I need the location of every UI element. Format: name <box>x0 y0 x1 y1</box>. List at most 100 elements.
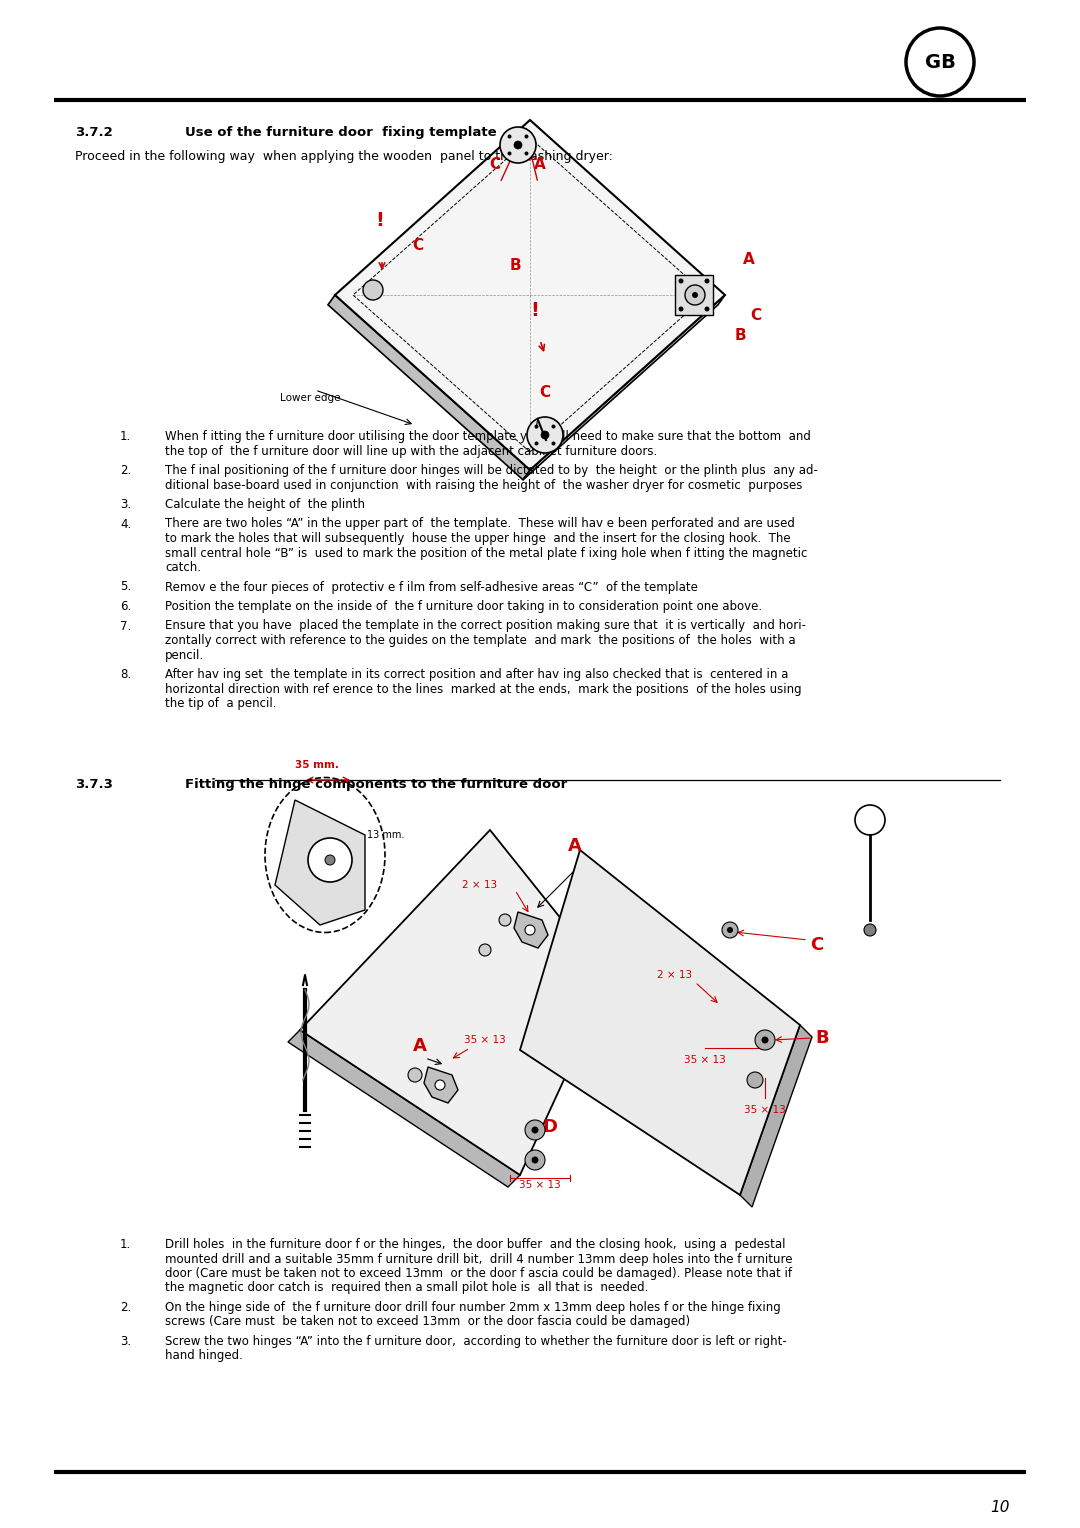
Text: 3.7.2: 3.7.2 <box>75 125 112 139</box>
Text: 6.: 6. <box>120 601 132 613</box>
Text: zontally correct with reference to the guides on the template  and mark  the pos: zontally correct with reference to the g… <box>165 634 796 646</box>
Text: 8.: 8. <box>120 668 131 681</box>
Circle shape <box>499 914 511 926</box>
Circle shape <box>747 1073 762 1088</box>
Text: B: B <box>509 258 521 272</box>
Text: Use of the furniture door  fixing template: Use of the furniture door fixing templat… <box>185 125 497 139</box>
Polygon shape <box>328 295 530 480</box>
Text: C: C <box>489 157 500 173</box>
Circle shape <box>704 307 710 312</box>
Text: pencil.: pencil. <box>165 648 204 662</box>
Circle shape <box>525 134 528 139</box>
Circle shape <box>325 856 335 865</box>
Text: catch.: catch. <box>165 561 201 575</box>
Text: horizontal direction with ref erence to the lines  marked at the ends,  mark the: horizontal direction with ref erence to … <box>165 683 801 695</box>
Text: On the hinge side of  the f urniture door drill four number 2mm x 13mm deep hole: On the hinge side of the f urniture door… <box>165 1300 781 1314</box>
Text: hand hinged.: hand hinged. <box>165 1349 243 1363</box>
Circle shape <box>761 1036 769 1044</box>
Text: C: C <box>411 237 423 252</box>
Circle shape <box>704 278 710 284</box>
Circle shape <box>525 1151 545 1170</box>
Text: Fitting the hinge components to the furniture door: Fitting the hinge components to the furn… <box>185 778 567 792</box>
Circle shape <box>864 924 876 937</box>
Circle shape <box>514 141 522 150</box>
Text: 13 mm.: 13 mm. <box>367 830 404 840</box>
Text: door (Care must be taken not to exceed 13mm  or the door f ascia could be damage: door (Care must be taken not to exceed 1… <box>165 1267 792 1280</box>
Text: 35 mm.: 35 mm. <box>295 759 339 770</box>
Text: 35 × 13: 35 × 13 <box>464 1034 505 1045</box>
Text: 4.: 4. <box>120 518 132 530</box>
Circle shape <box>535 442 539 446</box>
Text: GB: GB <box>924 52 956 72</box>
Text: !: ! <box>530 301 539 319</box>
Text: !: ! <box>376 211 384 231</box>
Text: Ensure that you have  placed the template in the correct position making sure th: Ensure that you have placed the template… <box>165 619 806 633</box>
Polygon shape <box>275 801 365 924</box>
Text: the top of  the f urniture door will line up with the adjacent cabinet furniture: the top of the f urniture door will line… <box>165 445 658 457</box>
Circle shape <box>500 127 536 163</box>
Circle shape <box>527 417 563 452</box>
Circle shape <box>408 1068 422 1082</box>
Text: 35 × 13: 35 × 13 <box>519 1180 561 1190</box>
Polygon shape <box>424 1067 458 1103</box>
Circle shape <box>678 278 684 284</box>
Circle shape <box>678 307 684 312</box>
Text: mounted drill and a suitable 35mm f urniture drill bit,  drill 4 number 13mm dee: mounted drill and a suitable 35mm f urni… <box>165 1253 793 1265</box>
Text: A: A <box>535 157 545 173</box>
Circle shape <box>480 944 491 957</box>
Text: 35 × 13: 35 × 13 <box>684 1054 726 1065</box>
Polygon shape <box>740 1025 812 1207</box>
Circle shape <box>552 425 555 428</box>
Text: C: C <box>810 937 823 953</box>
Text: 1.: 1. <box>120 1238 132 1251</box>
Text: D: D <box>542 1118 557 1135</box>
Text: Proceed in the following way  when applying the wooden  panel to the washing dry: Proceed in the following way when applyi… <box>75 150 612 163</box>
Circle shape <box>723 921 738 938</box>
Text: Lower edge: Lower edge <box>280 393 340 403</box>
Text: 2.: 2. <box>120 465 132 477</box>
Circle shape <box>535 425 539 428</box>
Circle shape <box>508 151 512 156</box>
Text: small central hole “B” is  used to mark the position of the metal plate f ixing : small central hole “B” is used to mark t… <box>165 547 808 559</box>
Text: 2.: 2. <box>120 1300 132 1314</box>
Text: 10: 10 <box>990 1500 1010 1514</box>
Text: B: B <box>815 1028 828 1047</box>
Text: There are two holes “A” in the upper part of  the template.  These will hav e be: There are two holes “A” in the upper par… <box>165 518 795 530</box>
Circle shape <box>541 431 549 439</box>
Circle shape <box>531 1126 539 1134</box>
Polygon shape <box>675 275 713 315</box>
Circle shape <box>692 292 698 298</box>
Text: 5.: 5. <box>120 581 131 593</box>
Text: screws (Care must  be taken not to exceed 13mm  or the door fascia could be dama: screws (Care must be taken not to exceed… <box>165 1316 690 1328</box>
Text: 2 × 13: 2 × 13 <box>462 880 498 889</box>
Circle shape <box>685 286 705 306</box>
Text: Calculate the height of  the plinth: Calculate the height of the plinth <box>165 498 365 510</box>
Text: to mark the holes that will subsequently  house the upper hinge  and the insert : to mark the holes that will subsequently… <box>165 532 791 545</box>
Circle shape <box>525 1120 545 1140</box>
Text: Screw the two hinges “A” into the f urniture door,  according to whether the fur: Screw the two hinges “A” into the f urni… <box>165 1335 786 1348</box>
Text: C: C <box>539 385 551 400</box>
Text: 3.7.3: 3.7.3 <box>75 778 113 792</box>
Text: After hav ing set  the template in its correct position and after hav ing also c: After hav ing set the template in its co… <box>165 668 788 681</box>
Circle shape <box>755 1030 775 1050</box>
Circle shape <box>363 280 383 299</box>
Text: The f inal positioning of the f urniture door hinges will be dictated to by  the: The f inal positioning of the f urniture… <box>165 465 818 477</box>
Text: B: B <box>735 327 746 342</box>
Text: Drill holes  in the furniture door f or the hinges,  the door buffer  and the cl: Drill holes in the furniture door f or t… <box>165 1238 785 1251</box>
Text: 3.: 3. <box>120 1335 131 1348</box>
Text: A: A <box>568 837 582 856</box>
Text: When f itting the f urniture door utilising the door template y ou will need to : When f itting the f urniture door utilis… <box>165 429 811 443</box>
Text: 7.: 7. <box>120 619 132 633</box>
Text: Position the template on the inside of  the f urniture door taking in to conside: Position the template on the inside of t… <box>165 601 762 613</box>
Text: 3.: 3. <box>120 498 131 510</box>
Circle shape <box>508 134 512 139</box>
Text: ditional base-board used in conjunction  with raising the height of  the washer : ditional base-board used in conjunction … <box>165 478 802 492</box>
Text: Remov e the four pieces of  protectiv e f ilm from self-adhesive areas “C”  of t: Remov e the four pieces of protectiv e f… <box>165 581 698 593</box>
Polygon shape <box>523 295 725 480</box>
Text: A: A <box>413 1038 427 1054</box>
Polygon shape <box>300 830 610 1175</box>
Polygon shape <box>514 912 548 947</box>
Text: 2 × 13: 2 × 13 <box>658 970 692 979</box>
Circle shape <box>435 1080 445 1089</box>
Circle shape <box>308 837 352 882</box>
